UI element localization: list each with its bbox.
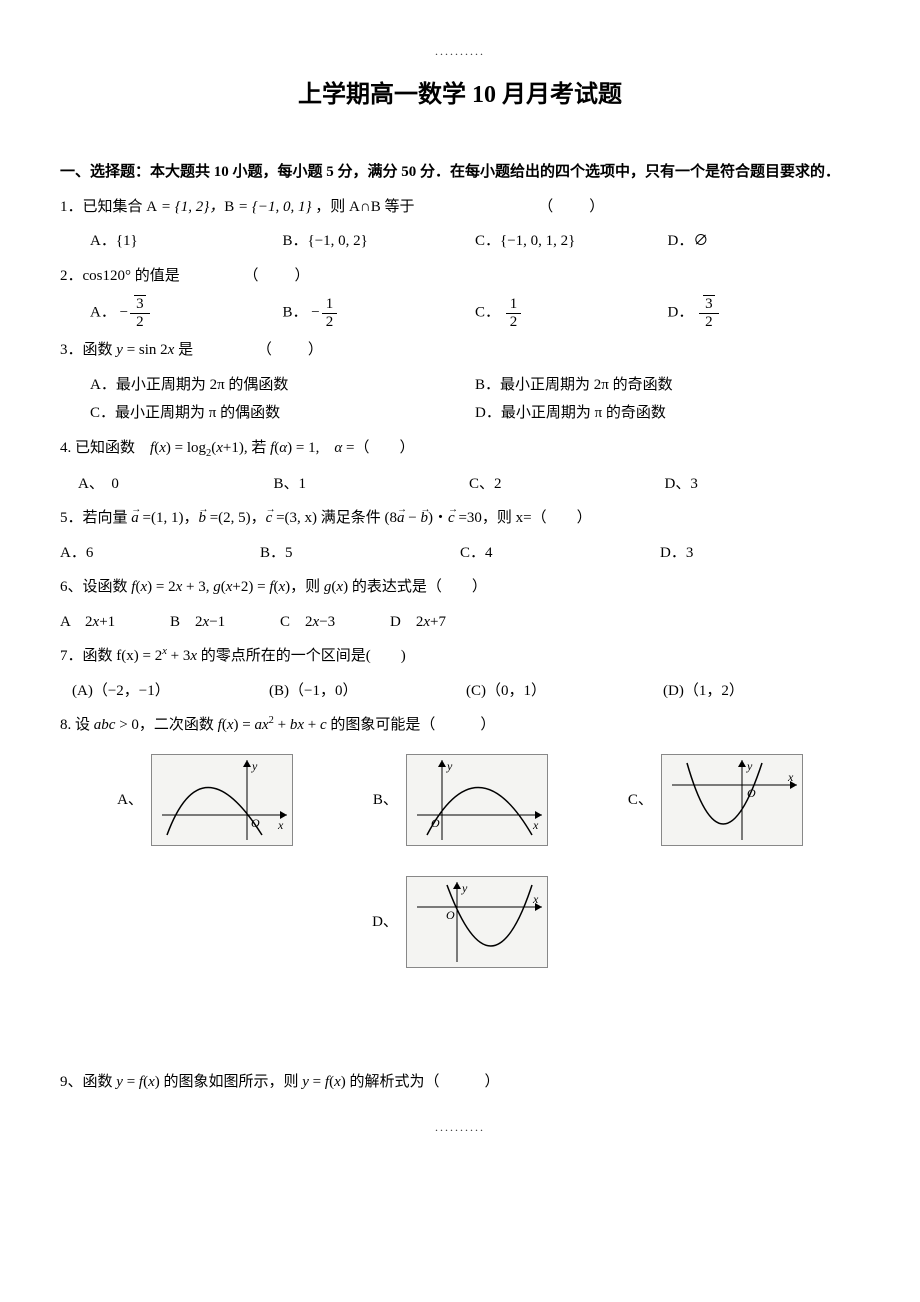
question-2: 2．cos120° 的值是 （ ） <box>60 262 860 291</box>
q6-options: A 2x+1 B 2x−1 C 2x−3 D 2x+7 <box>60 608 860 637</box>
q6-opt-A: A 2x+1 <box>60 608 170 637</box>
q1-opt-B: B．{−1, 0, 2} <box>283 227 476 256</box>
q5-opt-B: B．5 <box>260 539 460 568</box>
q4-opt-A: A、 0 <box>78 470 274 499</box>
q8-B-origin: O <box>431 816 440 830</box>
q2-D-den: 2 <box>699 314 719 331</box>
top-dots: .......... <box>60 40 860 63</box>
q4-opt-C: C、2 <box>469 470 665 499</box>
question-8: 8. 设 abc > 0，二次函数 f(x) = ax2 + bx + c 的图… <box>60 711 860 740</box>
q8-D-ylabel: y <box>461 881 468 895</box>
parabola-A-icon: y x O <box>151 754 293 846</box>
q8-label-D: D、 <box>372 908 398 937</box>
q2-opt-A: A． −32 <box>90 296 283 330</box>
q2-B-den: 2 <box>322 314 338 331</box>
q2-opt-C: C． 12 <box>475 296 668 330</box>
q7-opt-A: (A)（−2，−1） <box>72 677 269 706</box>
q3-opt-D: D．最小正周期为 π 的奇函数 <box>475 399 860 428</box>
question-6: 6、设函数 f(x) = 2x + 3, g(x+2) = f(x)，则 g(x… <box>60 573 860 602</box>
question-1: 1．已知集合 A = {1, 2}，B = {−1, 0, 1} ，则 A∩B … <box>60 193 860 222</box>
q3-opt-A: A．最小正周期为 2π 的偶函数 <box>90 371 475 400</box>
q7-opt-B: (B)（−1，0） <box>269 677 466 706</box>
q1-opt-A: A．{1} <box>90 227 283 256</box>
q8-graph-A: A、 y x O <box>117 754 293 846</box>
q8-C-ylabel: y <box>746 759 753 773</box>
q8-label-B: B、 <box>373 786 398 815</box>
q8-A-origin: O <box>251 816 260 830</box>
q2-A-den: 2 <box>130 314 150 331</box>
q1-opt-D: D．∅ <box>668 227 861 256</box>
q8-graphs: A、 y x O B、 y x O C、 <box>60 754 860 968</box>
q4-opt-D: D、3 <box>665 470 861 499</box>
q2-C-label: C． <box>475 305 500 321</box>
q3-options-row2: C．最小正周期为 π 的偶函数 D．最小正周期为 π 的奇函数 <box>90 399 860 428</box>
question-9: 9、函数 y = f(x) 的图象如图所示，则 y = f(x) 的解析式为（ … <box>60 1068 860 1097</box>
q8-graph-C: C、 y x O <box>628 754 803 846</box>
q6-opt-D: D 2x+7 <box>390 608 500 637</box>
q8-C-xlabel: x <box>787 770 794 784</box>
q3-paren: （ ） <box>257 342 325 358</box>
parabola-D-icon: y x O <box>406 876 548 968</box>
q1-stem-pre: 1．已知集合 <box>60 199 146 215</box>
q5-opt-A: A．6 <box>60 539 260 568</box>
q8-label-A: A、 <box>117 786 143 815</box>
parabola-C-icon: y x O <box>661 754 803 846</box>
q8-A-ylabel: y <box>251 759 258 773</box>
q1-math: A = {1, 2}，B = {−1, 0, 1} <box>146 199 311 215</box>
q3-options-row1: A．最小正周期为 2π 的偶函数 B．最小正周期为 2π 的奇函数 <box>90 371 860 400</box>
q4-options: A、 0 B、1 C、2 D、3 <box>78 470 860 499</box>
q8-graph-B: B、 y x O <box>373 754 548 846</box>
q1-paren: （ ） <box>538 199 606 215</box>
bottom-dots: .......... <box>60 1116 860 1139</box>
q6-opt-C: C 2x−3 <box>280 608 390 637</box>
q2-B-label: B． <box>283 305 308 321</box>
q5-options: A．6 B．5 C．4 D．3 <box>60 539 860 568</box>
q2-C-num: 1 <box>506 296 522 314</box>
q3-opt-C: C．最小正周期为 π 的偶函数 <box>90 399 475 428</box>
page-title: 上学期高一数学 10 月月考试题 <box>60 73 860 119</box>
q5-opt-D: D．3 <box>660 539 860 568</box>
section-head: 一、选择题：本大题共 10 小题，每小题 5 分，满分 50 分．在每小题给出的… <box>60 158 860 187</box>
q3-opt-B: B．最小正周期为 2π 的奇函数 <box>475 371 860 400</box>
question-3: 3．函数 y = sin 2x 是 （ ） <box>60 336 860 365</box>
q7-options: (A)（−2，−1） (B)（−1，0） (C)（0，1） (D)（1，2） <box>72 677 860 706</box>
q8-label-C: C、 <box>628 786 653 815</box>
q2-stem: 2．cos120° 的值是 <box>60 268 180 284</box>
q2-C-den: 2 <box>506 314 522 331</box>
q2-paren: （ ） <box>244 268 312 284</box>
q2-D-label: D． <box>668 305 694 321</box>
q8-B-ylabel: y <box>446 759 453 773</box>
q6-opt-B: B 2x−1 <box>170 608 280 637</box>
q7-opt-D: (D)（1，2） <box>663 677 860 706</box>
q8-D-origin: O <box>446 908 455 922</box>
q1-stem-post: ，则 A∩B 等于 <box>315 199 414 215</box>
q2-A-label: A． <box>90 305 116 321</box>
question-5: 5．若向量 a =(1, 1)，b =(2, 5)，c =(3, x) 满足条件… <box>60 504 860 533</box>
q8-graph-D: D、 y x O <box>372 876 548 968</box>
q7-opt-C: (C)（0，1） <box>466 677 663 706</box>
q1-opt-C: C．{−1, 0, 1, 2} <box>475 227 668 256</box>
question-4: 4. 已知函数 f(x) = log2(x+1), 若 f(α) = 1, α … <box>60 434 860 464</box>
q2-opt-B: B． −12 <box>283 296 476 330</box>
q8-A-xlabel: x <box>277 818 284 832</box>
question-7: 7．函数 f(x) = 2x + 3x 的零点所在的一个区间是( ) <box>60 642 860 671</box>
q2-B-num: 1 <box>322 296 338 314</box>
q8-D-xlabel: x <box>532 892 539 906</box>
q2-opt-D: D． 32 <box>668 296 861 330</box>
q3-stem: 3．函数 y = sin 2x 是 <box>60 342 193 358</box>
q5-opt-C: C．4 <box>460 539 660 568</box>
q8-B-xlabel: x <box>532 818 539 832</box>
q1-options: A．{1} B．{−1, 0, 2} C．{−1, 0, 1, 2} D．∅ <box>90 227 860 256</box>
parabola-B-icon: y x O <box>406 754 548 846</box>
q2-options: A． −32 B． −12 C． 12 D． 32 <box>90 296 860 330</box>
q4-opt-B: B、1 <box>274 470 470 499</box>
